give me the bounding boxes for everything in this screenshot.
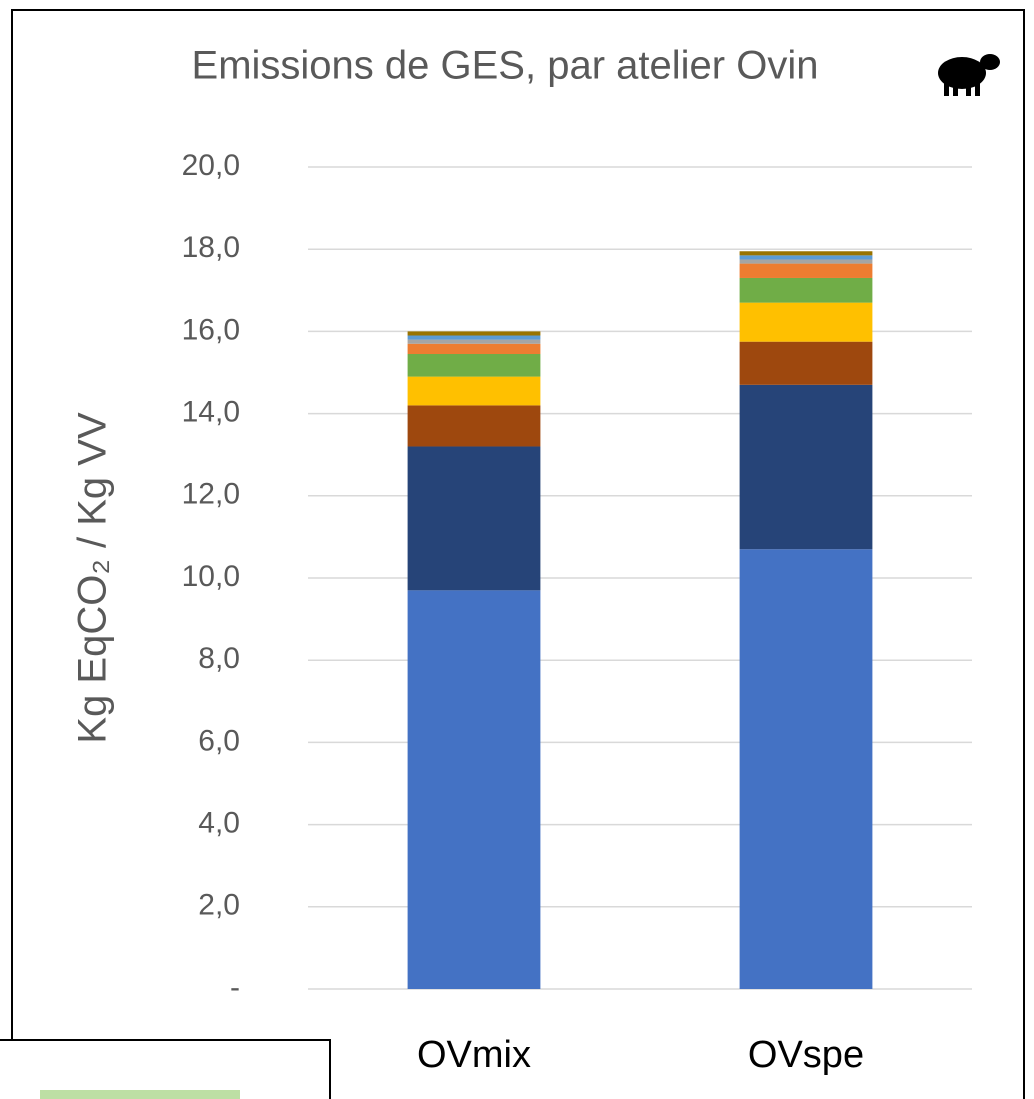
bar-segment bbox=[407, 339, 541, 344]
y-tick-label: 20,0 bbox=[182, 149, 240, 182]
bar-segment bbox=[739, 259, 873, 264]
bar-segment bbox=[739, 277, 873, 303]
bar-segment bbox=[407, 331, 541, 336]
bar-segment bbox=[407, 376, 541, 406]
x-tick-label: OVspe bbox=[748, 1034, 864, 1076]
y-tick-label: 12,0 bbox=[182, 478, 240, 511]
y-tick-label: 4,0 bbox=[198, 807, 240, 840]
bar-segment bbox=[739, 302, 873, 342]
y-tick-label: 14,0 bbox=[182, 396, 240, 429]
bar-segment bbox=[407, 590, 541, 989]
bar-segment bbox=[739, 384, 873, 550]
inset-content bbox=[40, 1090, 240, 1099]
y-tick-label: 8,0 bbox=[198, 642, 240, 675]
y-tick-label: 18,0 bbox=[182, 231, 240, 264]
bar-segment bbox=[407, 354, 541, 377]
chart-title: Emissions de GES, par atelier Ovin bbox=[192, 44, 819, 88]
bar-segment bbox=[407, 405, 541, 447]
bar-segment bbox=[407, 335, 541, 340]
bar-segment bbox=[407, 446, 541, 591]
y-axis-label: Kg EqCO₂ / Kg VV bbox=[71, 412, 115, 744]
y-tick-label: - bbox=[230, 971, 240, 1004]
y-tick-label: 2,0 bbox=[198, 889, 240, 922]
y-tick-label: 6,0 bbox=[198, 724, 240, 757]
y-tick-label: 16,0 bbox=[182, 313, 240, 346]
bar-segment bbox=[407, 343, 541, 355]
y-tick-label: 10,0 bbox=[182, 560, 240, 593]
bar-segment bbox=[739, 263, 873, 278]
bar-segment bbox=[739, 341, 873, 385]
plot: - 2,0 4,0 6,0 8,0 10,0 12,0 14,0 16,0 18,0 20,0 OVm… bbox=[182, 149, 972, 1076]
bar-segment bbox=[739, 549, 873, 989]
bar-segment bbox=[739, 251, 873, 256]
bar-segment bbox=[739, 255, 873, 260]
sheep-icon bbox=[938, 54, 1000, 96]
inset-box bbox=[0, 1039, 331, 1099]
x-tick-label: OVmix bbox=[417, 1034, 531, 1076]
